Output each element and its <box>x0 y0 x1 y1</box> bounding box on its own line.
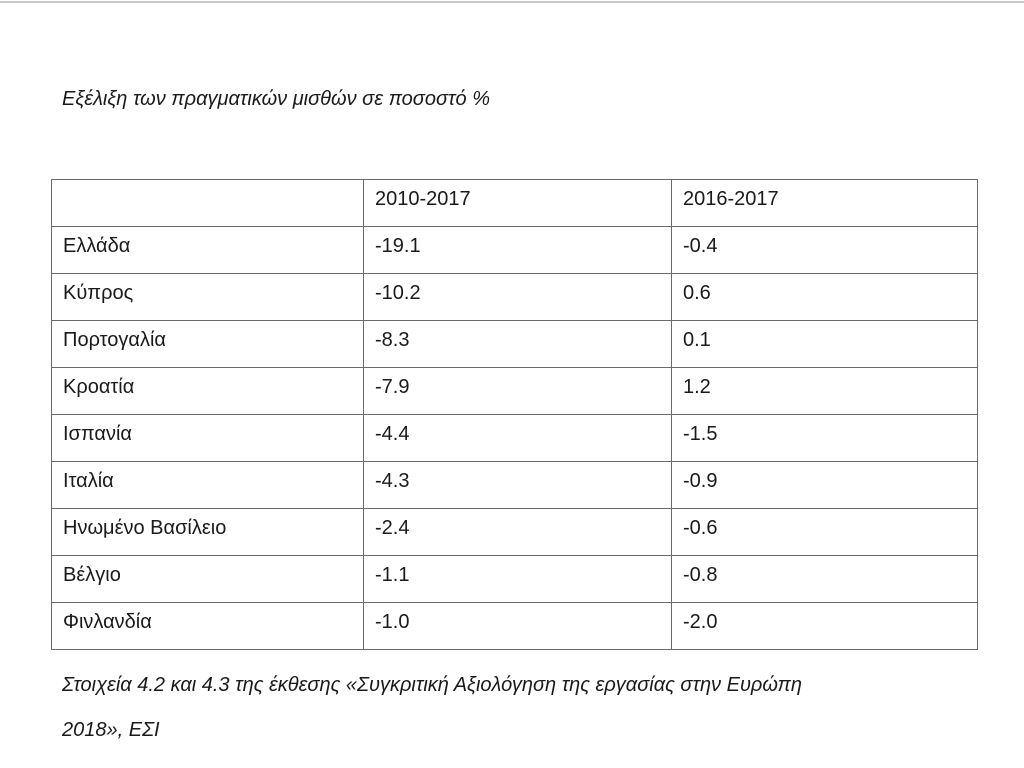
value-cell: -4.3 <box>363 461 672 509</box>
value-cell: -4.4 <box>363 414 672 462</box>
country-cell: Ηνωμένο Βασίλειο <box>51 508 364 556</box>
value-cell: -8.3 <box>363 320 672 368</box>
value-cell: -1.0 <box>363 602 672 650</box>
table-row: Ιταλία -4.3 -0.9 <box>51 461 978 509</box>
table-row: Ισπανία -4.4 -1.5 <box>51 414 978 462</box>
title: Εξέλιξη των πραγματικών μισθών σε ποσοστ… <box>62 88 490 110</box>
table-row: Ηνωμένο Βασίλειο -2.4 -0.6 <box>51 508 978 556</box>
table-row: Κύπρος -10.2 0.6 <box>51 273 978 321</box>
country-cell: Βέλγιο <box>51 555 364 603</box>
table-row: Φινλανδία -1.0 -2.0 <box>51 602 978 650</box>
corner-cell <box>51 179 364 227</box>
table-row: Πορτογαλία -8.3 0.1 <box>51 320 978 368</box>
header-cell: 2010-2017 <box>363 179 672 227</box>
table-row: Ελλάδα -19.1 -0.4 <box>51 226 978 274</box>
value-cell: -0.4 <box>671 226 978 274</box>
value-cell: -1.5 <box>671 414 978 462</box>
value-cell: 1.2 <box>671 367 978 415</box>
country-cell: Φινλανδία <box>51 602 364 650</box>
top-rule <box>0 1 1024 3</box>
caption-line: Στοιχεία 4.2 και 4.3 της έκθεσης «Συγκρι… <box>62 674 803 696</box>
value-cell: -2.4 <box>363 508 672 556</box>
country-cell: Πορτογαλία <box>51 320 364 368</box>
value-cell: -10.2 <box>363 273 672 321</box>
table-row: Βέλγιο -1.1 -0.8 <box>51 555 978 603</box>
header-row: 2010-2017 2016-2017 <box>51 179 978 227</box>
value-cell: 0.6 <box>671 273 978 321</box>
country-cell: Ελλάδα <box>51 226 364 274</box>
country-cell: Ιταλία <box>51 461 364 509</box>
value-cell: -7.9 <box>363 367 672 415</box>
value-cell: -19.1 <box>363 226 672 274</box>
country-cell: Κροατία <box>51 367 364 415</box>
table-body: 2010-2017 2016-2017 Ελλάδα -19.1 -0.4 Κύπρος -… <box>51 179 978 650</box>
header-cell: 2016-2017 <box>671 179 978 227</box>
country-cell: Κύπρος <box>51 273 364 321</box>
table-row: Κροατία -7.9 1.2 <box>51 367 978 415</box>
value-cell: -1.1 <box>363 555 672 603</box>
country-cell: Ισπανία <box>51 414 364 462</box>
value-cell: -0.8 <box>671 555 978 603</box>
caption-line: 2018», ΕΣΙ <box>62 719 160 741</box>
value-cell: 0.1 <box>671 320 978 368</box>
wage-table: 2010-2017 2016-2017 Ελλάδα -19.1 -0.4 Κύπρος -… <box>51 179 978 650</box>
value-cell: -2.0 <box>671 602 978 650</box>
value-cell: -0.9 <box>671 461 978 509</box>
value-cell: -0.6 <box>671 508 978 556</box>
